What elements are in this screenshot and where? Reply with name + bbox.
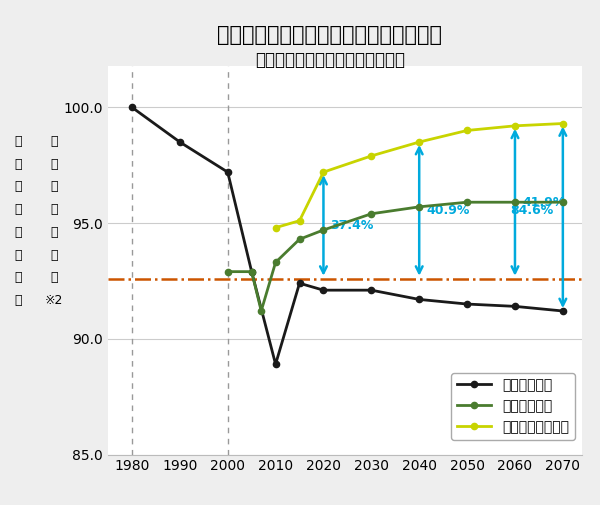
ベースライン	[128, 104, 136, 110]
Text: ・: ・	[14, 248, 22, 262]
ベースライン	[368, 287, 375, 293]
「５本の樹」	[463, 199, 470, 205]
Text: 様: 様	[50, 158, 58, 171]
Text: 木: 木	[14, 180, 22, 193]
「５本の樹」拡大	[511, 123, 518, 129]
Text: 〕: 〕	[14, 294, 22, 307]
Text: 樹: 樹	[14, 158, 22, 171]
ベースライン	[176, 139, 184, 145]
Text: 84.6%: 84.6%	[510, 204, 553, 217]
Text: 37.4%: 37.4%	[331, 219, 374, 232]
「５本の樹」	[248, 269, 255, 275]
Text: 数: 数	[50, 271, 58, 284]
Text: 多: 多	[50, 135, 58, 148]
ベースライン	[559, 308, 566, 314]
「５本の樹」	[511, 199, 518, 205]
Text: 統: 統	[50, 203, 58, 216]
Legend: ベースライン, 「５本の樹」, 「５本の樹」拡大: ベースライン, 「５本の樹」, 「５本の樹」拡大	[451, 373, 575, 440]
Line: ベースライン: ベースライン	[129, 104, 566, 367]
「５本の樹」拡大	[296, 218, 303, 224]
Line: 「５本の樹」: 「５本の樹」	[224, 199, 566, 314]
Text: 合: 合	[50, 226, 58, 239]
Text: 三大都市圏（関東・近畿・中京）: 三大都市圏（関東・近畿・中京）	[255, 50, 405, 69]
Text: ※2: ※2	[45, 294, 63, 307]
「５本の樹」拡大	[463, 127, 470, 133]
ベースライン	[463, 301, 470, 307]
ベースライン	[416, 296, 423, 302]
「５本の樹」	[272, 260, 279, 266]
「５本の樹」	[296, 236, 303, 242]
「５本の樹」	[257, 308, 265, 314]
「５本の樹」	[368, 211, 375, 217]
「５本の樹」拡大	[320, 169, 327, 175]
Text: 〔: 〔	[14, 135, 22, 148]
ベースライン	[224, 169, 231, 175]
ベースライン	[248, 269, 255, 275]
Text: ・: ・	[14, 203, 22, 216]
ベースライン	[272, 361, 279, 367]
ベースライン	[511, 304, 518, 310]
「５本の樹」	[224, 269, 231, 275]
Text: 鳥: 鳥	[14, 226, 22, 239]
「５本の樹」拡大	[272, 225, 279, 231]
Text: 40.9%: 40.9%	[427, 204, 470, 217]
ベースライン	[320, 287, 327, 293]
Text: 度: 度	[50, 180, 58, 193]
「５本の樹」拡大	[559, 121, 566, 127]
Line: 「５本の樹」拡大: 「５本の樹」拡大	[272, 120, 566, 231]
「５本の樹」	[320, 227, 327, 233]
「５本の樹」拡大	[416, 139, 423, 145]
Text: 生物多様性保全効果のシミュレーション: 生物多様性保全効果のシミュレーション	[218, 25, 443, 45]
「５本の樹」	[416, 204, 423, 210]
ベースライン	[296, 280, 303, 286]
Text: 41.9%: 41.9%	[522, 196, 566, 209]
Text: 指: 指	[50, 248, 58, 262]
「５本の樹」	[559, 199, 566, 205]
Text: 蝶: 蝶	[14, 271, 22, 284]
「５本の樹」拡大	[368, 153, 375, 159]
